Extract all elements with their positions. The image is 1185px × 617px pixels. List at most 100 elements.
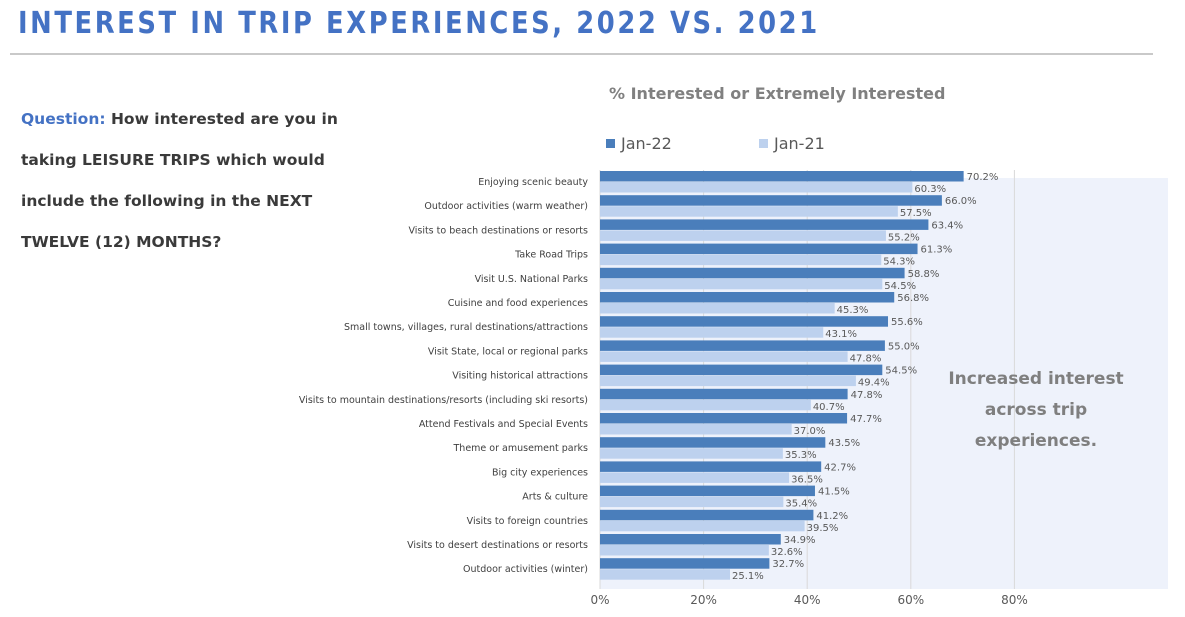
category-label: Visiting historical attractions: [452, 371, 588, 382]
data-label-jan-21: 60.3%: [914, 184, 946, 195]
data-label-jan-22: 66.0%: [945, 196, 977, 207]
survey-question: Question: How interested are you in taki…: [21, 99, 341, 263]
data-label-jan-22: 41.2%: [816, 511, 848, 522]
bar-jan-22: [600, 195, 942, 206]
category-label: Small towns, villages, rural destination…: [344, 322, 588, 333]
x-tick-label: 20%: [690, 593, 717, 607]
data-label-jan-21: 32.6%: [771, 547, 803, 558]
bar-jan-22: [600, 461, 822, 472]
data-label-jan-21: 37.0%: [794, 426, 826, 437]
data-label-jan-21: 55.2%: [888, 232, 920, 243]
data-label-jan-21: 43.1%: [825, 329, 857, 340]
bar-jan-21: [600, 327, 824, 338]
data-label-jan-22: 55.0%: [888, 341, 920, 352]
data-label-jan-22: 32.7%: [772, 559, 804, 570]
bar-jan-21: [600, 448, 783, 459]
bar-jan-22: [600, 437, 826, 448]
data-label-jan-22: 55.6%: [891, 317, 923, 328]
bar-jan-22: [600, 364, 883, 376]
bar-jan-21: [600, 182, 913, 193]
data-label-jan-21: 54.5%: [884, 281, 916, 292]
category-label: Arts & culture: [522, 492, 588, 503]
data-label-jan-22: 61.3%: [921, 245, 953, 256]
category-label: Visits to foreign countries: [467, 516, 588, 527]
bar-jan-21: [600, 230, 886, 241]
x-tick-label: 80%: [1001, 593, 1028, 607]
bar-jan-22: [600, 243, 918, 255]
bar-jan-22: [600, 534, 781, 545]
legend-swatch-jan-21: [759, 139, 768, 148]
bar-jan-22: [600, 388, 848, 400]
bar-jan-21: [600, 569, 731, 580]
category-label: Cuisine and food experiences: [448, 298, 588, 309]
legend-item-jan-22: Jan-22: [606, 134, 672, 153]
bar-jan-22: [600, 267, 905, 279]
data-label-jan-21: 39.5%: [807, 523, 839, 534]
data-label-jan-21: 36.5%: [791, 474, 823, 485]
legend-label-jan-22: Jan-22: [621, 134, 672, 153]
bar-jan-22: [600, 171, 964, 182]
bar-jan-22: [600, 316, 889, 327]
data-label-jan-21: 40.7%: [813, 402, 845, 413]
bar-jan-22: [600, 558, 770, 569]
data-label-jan-21: 25.1%: [732, 571, 764, 582]
category-label: Outdoor activities (winter): [463, 564, 588, 575]
bar-jan-21: [600, 375, 856, 387]
bar-jan-21: [600, 303, 835, 314]
x-tick-label: 0%: [590, 593, 609, 607]
category-label: Attend Festivals and Special Events: [419, 419, 588, 430]
category-label: Visit State, local or regional parks: [428, 346, 588, 357]
category-label: Visits to mountain destinations/resorts …: [299, 395, 588, 406]
data-label-jan-22: 56.8%: [897, 293, 929, 304]
data-label-jan-22: 63.4%: [931, 220, 963, 231]
category-label: Big city experiences: [492, 467, 588, 478]
data-label-jan-21: 35.3%: [785, 450, 817, 461]
chart-title: % Interested or Extremely Interested: [609, 84, 946, 103]
x-tick-label: 60%: [897, 593, 924, 607]
x-tick-label: 40%: [794, 593, 821, 607]
bar-jan-21: [600, 424, 792, 435]
data-label-jan-21: 47.8%: [850, 353, 882, 364]
data-label-jan-21: 54.3%: [883, 257, 915, 268]
data-label-jan-22: 42.7%: [824, 462, 856, 473]
data-label-jan-21: 45.3%: [837, 305, 869, 316]
title-divider: [10, 53, 1153, 55]
legend-item-jan-21: Jan-21: [759, 134, 825, 153]
bar-jan-22: [600, 413, 848, 424]
legend-swatch-jan-22: [606, 139, 615, 148]
data-label-jan-22: 47.7%: [850, 414, 882, 425]
bar-jan-21: [600, 351, 848, 362]
category-label: Enjoying scenic beauty: [478, 177, 588, 188]
page-title: INTEREST IN TRIP EXPERIENCES, 2022 VS. 2…: [18, 6, 820, 41]
data-label-jan-22: 41.5%: [818, 487, 850, 498]
bar-jan-22: [600, 509, 814, 521]
bar-jan-22: [600, 485, 815, 497]
bar-jan-21: [600, 399, 811, 411]
annotation-text: Increased interest across trip experienc…: [948, 369, 1124, 451]
bar-jan-22: [600, 292, 895, 303]
data-label-jan-22: 43.5%: [828, 438, 860, 449]
category-label: Visits to desert destinations or resorts: [407, 540, 588, 551]
data-label-jan-22: 54.5%: [885, 366, 917, 377]
question-label: Question:: [21, 110, 106, 128]
bar-jan-21: [600, 206, 898, 217]
category-label: Outdoor activities (warm weather): [424, 201, 588, 212]
data-label-jan-21: 35.4%: [785, 499, 817, 510]
data-label-jan-21: 49.4%: [858, 378, 890, 389]
data-label-jan-22: 34.9%: [784, 535, 816, 546]
data-label-jan-22: 70.2%: [967, 172, 999, 183]
bar-jan-21: [600, 496, 784, 508]
bar-jan-21: [600, 545, 769, 556]
data-label-jan-22: 58.8%: [908, 269, 940, 280]
legend-label-jan-21: Jan-21: [774, 134, 825, 153]
bar-jan-21: [600, 472, 790, 483]
bar-jan-22: [600, 219, 929, 230]
category-label: Take Road Trips: [514, 250, 588, 261]
bar-jan-21: [600, 254, 882, 266]
bar-jan-22: [600, 340, 885, 351]
data-label-jan-22: 47.8%: [851, 390, 883, 401]
category-label: Visit U.S. National Parks: [475, 274, 588, 285]
category-label: Visits to beach destinations or resorts: [408, 225, 588, 236]
bar-jan-21: [600, 520, 805, 532]
